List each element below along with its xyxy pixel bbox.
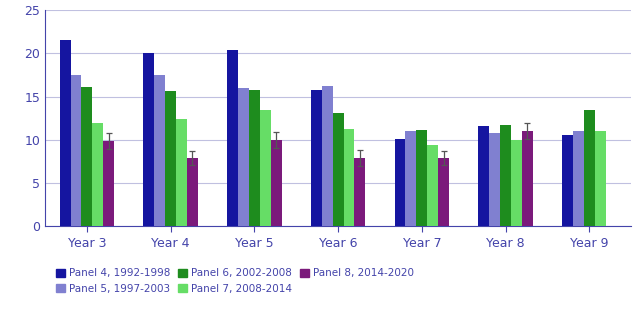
Bar: [71, 75, 82, 226]
Bar: [333, 113, 343, 226]
Bar: [522, 131, 533, 226]
Bar: [270, 140, 281, 226]
Bar: [489, 133, 500, 226]
Bar: [406, 131, 417, 226]
Bar: [155, 75, 166, 226]
Bar: [227, 50, 238, 226]
Bar: [260, 111, 270, 226]
Bar: [82, 87, 92, 226]
Bar: [438, 158, 449, 226]
Bar: [322, 86, 333, 226]
Bar: [511, 140, 522, 226]
Bar: [103, 141, 114, 226]
Bar: [187, 158, 198, 226]
Bar: [238, 88, 249, 226]
Bar: [249, 90, 260, 226]
Bar: [166, 91, 176, 226]
Bar: [584, 111, 594, 226]
Bar: [395, 139, 406, 226]
Bar: [343, 129, 354, 226]
Bar: [311, 90, 322, 226]
Bar: [60, 40, 71, 226]
Bar: [92, 123, 103, 226]
Bar: [176, 119, 187, 226]
Bar: [417, 130, 427, 226]
Bar: [354, 158, 365, 226]
Bar: [144, 53, 155, 226]
Bar: [573, 131, 584, 226]
Bar: [594, 131, 605, 226]
Bar: [478, 126, 489, 226]
Bar: [562, 135, 573, 226]
Legend: Panel 4, 1992-1998, Panel 5, 1997-2003, Panel 6, 2002-2008, Panel 7, 2008-2014, : Panel 4, 1992-1998, Panel 5, 1997-2003, …: [56, 268, 413, 294]
Bar: [427, 145, 438, 226]
Bar: [500, 125, 511, 226]
